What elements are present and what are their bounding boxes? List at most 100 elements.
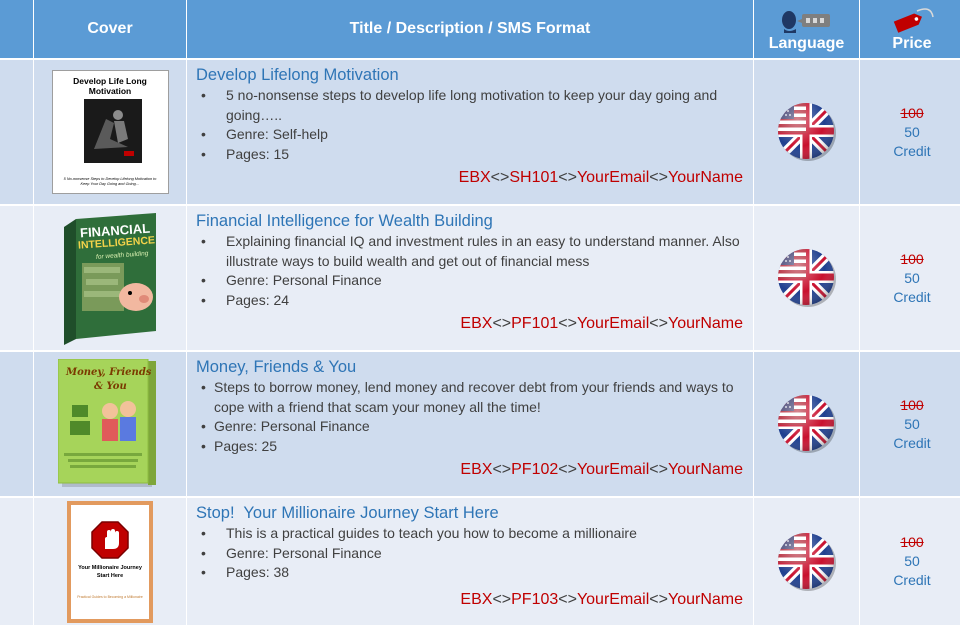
uk-us-flag-icon bbox=[777, 532, 836, 591]
bullet-pages: Pages: 38 bbox=[196, 563, 745, 583]
cover-cell: Your Millionaire Journey Start Here Prac… bbox=[34, 498, 186, 625]
sms-prefix: EBX bbox=[460, 591, 493, 608]
sms-separator: <> bbox=[558, 315, 577, 332]
description-cell: Financial Intelligence for Wealth Buildi… bbox=[187, 206, 753, 350]
new-price: 50 bbox=[904, 415, 920, 432]
sms-separator: <> bbox=[558, 461, 577, 478]
book-title[interactable]: Develop Lifelong Motivation bbox=[196, 66, 399, 84]
old-price: 100 bbox=[900, 104, 924, 121]
book-cover[interactable]: Money, Friends & You bbox=[58, 359, 162, 489]
cover-photo bbox=[83, 99, 142, 163]
row-index bbox=[0, 206, 33, 350]
cover-cell: FINANCIAL INTELLIGENCE for wealth buildi… bbox=[34, 206, 186, 350]
cover-title-line2: & You bbox=[94, 381, 127, 392]
sms-code: PF101 bbox=[511, 315, 559, 332]
cover-title-line1: Money, Friends bbox=[66, 367, 152, 378]
sms-prefix: EBX bbox=[460, 315, 493, 332]
bullet-genre: Genre: Personal Finance bbox=[196, 417, 745, 437]
bullet-genre: Genre: Personal Finance bbox=[196, 271, 745, 291]
sms-name: YourName bbox=[667, 591, 743, 608]
header-price-label: Price bbox=[892, 35, 932, 52]
bullet-pages: Pages: 24 bbox=[196, 291, 745, 311]
sms-prefix: EBX bbox=[458, 169, 491, 186]
sms-name: YourName bbox=[667, 315, 743, 332]
sms-email: YourEmail bbox=[576, 315, 650, 332]
price-tag-icon bbox=[887, 7, 937, 33]
language-cell bbox=[754, 206, 859, 350]
row-index bbox=[0, 352, 33, 496]
stop-hand-icon bbox=[91, 520, 129, 559]
header-cover: Cover bbox=[34, 0, 186, 58]
header-price: Price bbox=[860, 0, 960, 58]
uk-us-flag-icon bbox=[777, 103, 836, 161]
book-title[interactable]: Financial Intelligence for Wealth Buildi… bbox=[196, 212, 493, 230]
new-price: 50 bbox=[904, 123, 920, 140]
sms-separator: <> bbox=[649, 315, 668, 332]
cover-title: Develop Life Long Motivation bbox=[73, 76, 147, 96]
old-price: 100 bbox=[900, 250, 924, 267]
cover-title-line2: Start Here bbox=[96, 572, 124, 579]
book-cover[interactable]: FINANCIAL INTELLIGENCE for wealth buildi… bbox=[60, 211, 160, 345]
header-title: Title / Description / SMS Format bbox=[187, 0, 753, 58]
language-cell bbox=[754, 498, 859, 625]
uk-us-flag-icon bbox=[777, 395, 836, 453]
cover-cell: Develop Life Long Motivation 5 No-nonsen… bbox=[34, 60, 186, 204]
price-unit: Credit bbox=[893, 434, 931, 451]
uk-us-flag-icon bbox=[777, 249, 836, 307]
bullet-summary: 5 no-nonsense steps to develop life long… bbox=[196, 86, 745, 125]
row-index bbox=[0, 60, 33, 204]
sms-format: EBX<>PF102<>YourEmail<>YourName bbox=[460, 461, 743, 479]
cover-cell: Money, Friends & You bbox=[34, 352, 186, 496]
speaking-person-icon bbox=[780, 7, 834, 33]
description-cell: Money, Friends & You Steps to borrow mon… bbox=[187, 352, 753, 496]
bullet-summary: This is a practical guides to teach you … bbox=[196, 524, 745, 544]
header-index bbox=[0, 0, 33, 58]
description-cell: Develop Lifelong Motivation 5 no-nonsens… bbox=[187, 60, 753, 204]
sms-name: YourName bbox=[667, 169, 743, 186]
price-cell: 100 50 Credit bbox=[860, 498, 960, 625]
sms-code: PF102 bbox=[511, 461, 559, 478]
sms-code: SH101 bbox=[509, 169, 559, 186]
sms-separator: <> bbox=[558, 169, 577, 186]
sms-name: YourName bbox=[667, 461, 743, 478]
book-title[interactable]: Money, Friends & You bbox=[196, 358, 357, 376]
bullet-genre: Genre: Personal Finance bbox=[196, 544, 745, 564]
header-language-label: Language bbox=[768, 35, 845, 52]
sms-code: PF103 bbox=[511, 591, 559, 608]
book-cover[interactable]: Develop Life Long Motivation 5 No-nonsen… bbox=[51, 70, 169, 194]
sms-separator: <> bbox=[492, 591, 512, 608]
bullet-genre: Genre: Self-help bbox=[196, 125, 745, 145]
price-cell: 100 50 Credit bbox=[860, 352, 960, 496]
cover-caption: 5 No-nonsense Steps to Develop Lifelong … bbox=[63, 177, 157, 186]
header-language: Language bbox=[754, 0, 859, 58]
price-unit: Credit bbox=[893, 142, 931, 159]
new-price: 50 bbox=[904, 553, 920, 569]
cover-title-line1: Your Millionaire Journey bbox=[78, 564, 142, 571]
sms-separator: <> bbox=[649, 169, 668, 186]
language-cell bbox=[754, 60, 859, 204]
old-price: 100 bbox=[900, 396, 924, 413]
book-title[interactable]: Stop! Your Millionaire Journey Start Her… bbox=[196, 504, 499, 522]
bullet-pages: Pages: 25 bbox=[196, 437, 745, 457]
old-price: 100 bbox=[900, 534, 924, 550]
sms-separator: <> bbox=[649, 591, 668, 608]
sms-email: YourEmail bbox=[576, 461, 650, 478]
language-cell bbox=[754, 352, 859, 496]
book-cover[interactable]: Your Millionaire Journey Start Here Prac… bbox=[67, 500, 153, 623]
price-unit: Credit bbox=[893, 572, 931, 588]
price-unit: Credit bbox=[893, 288, 931, 305]
sms-separator: <> bbox=[558, 591, 577, 608]
row-index bbox=[0, 498, 33, 625]
sms-separator: <> bbox=[492, 461, 512, 478]
bullet-summary: Explaining financial IQ and investment r… bbox=[196, 232, 745, 271]
sms-format: EBX<>PF103<>YourEmail<>YourName bbox=[460, 591, 743, 609]
description-cell: Stop! Your Millionaire Journey Start Her… bbox=[187, 498, 753, 625]
sms-email: YourEmail bbox=[576, 169, 650, 186]
sms-prefix: EBX bbox=[460, 461, 493, 478]
cover-caption: Practical Guides to Becoming a Millionai… bbox=[77, 594, 143, 599]
bullet-pages: Pages: 15 bbox=[196, 145, 745, 165]
price-cell: 100 50 Credit bbox=[860, 206, 960, 350]
sms-format: EBX<>PF101<>YourEmail<>YourName bbox=[460, 315, 743, 333]
sms-separator: <> bbox=[649, 461, 668, 478]
